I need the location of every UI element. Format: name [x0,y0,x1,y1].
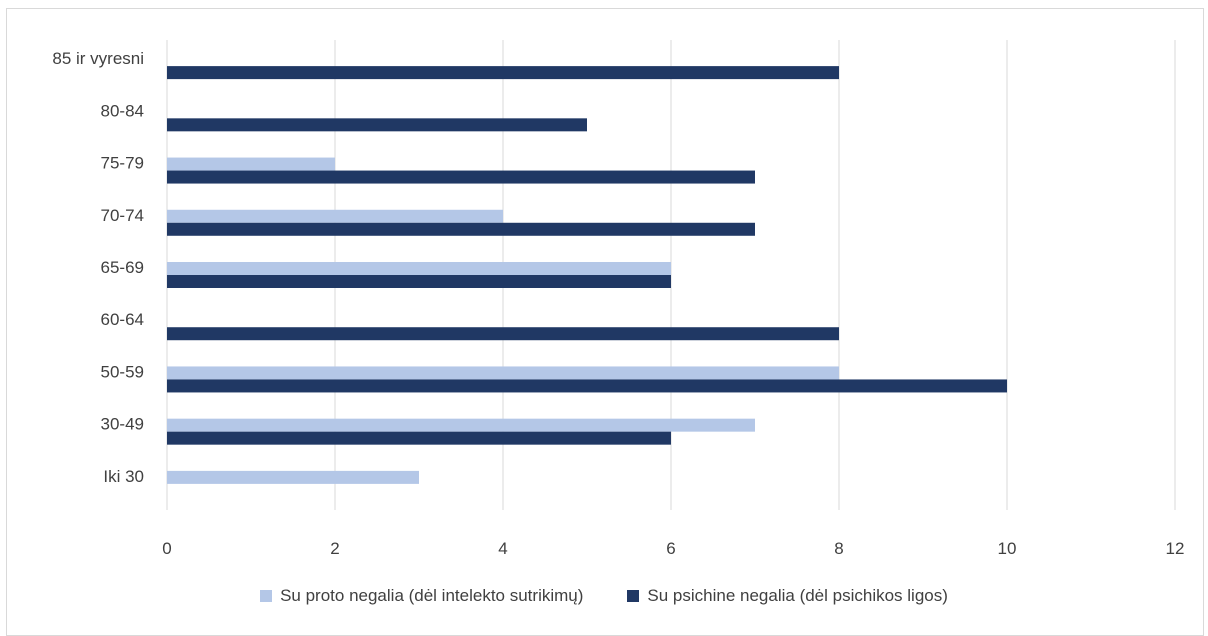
category-label: 70-74 [101,206,144,225]
legend-swatch-series-1 [260,590,273,602]
category-label: 30-49 [101,415,144,434]
legend-swatch-series-2 [627,590,640,602]
bar-series-2-60-64 [167,327,839,341]
bar-series-2-65-69 [167,275,671,288]
bar-series-2-75-79 [167,170,755,184]
bar-series-1-70-74 [167,209,503,223]
bar-series-1-75-79 [167,157,335,171]
x-tick-label: 8 [834,539,843,558]
bar-series-2-85-ir-vyresni [167,66,839,80]
legend-label-series-1: Su proto negalia (dėl intelekto sutrikim… [280,586,584,605]
bar-series-2-50-59 [167,379,1007,393]
category-label: 85 ir vyresni [52,49,144,68]
bar-series-1-30-49 [167,418,755,432]
x-tick-label: 10 [998,539,1017,558]
bar-series-1-50-59 [167,366,839,380]
x-tick-label: 6 [666,539,675,558]
category-label: 60-64 [101,310,144,329]
bars [167,66,1007,484]
category-label: 50-59 [101,362,144,381]
category-label: Iki 30 [103,467,144,486]
legend-item-series-2: Su psichine negalia (dėl psichikos ligos… [627,586,948,606]
bar-series-1-65-69 [167,262,671,275]
x-tick-label: 0 [162,539,171,558]
bar-series-2-80-84 [167,118,587,132]
x-tick-labels: 0 2 4 6 8 10 12 [162,539,1184,558]
x-tick-label: 12 [1166,539,1185,558]
legend: Su proto negalia (dėl intelekto sutrikim… [0,586,1208,606]
legend-label-series-2: Su psichine negalia (dėl psichikos ligos… [647,586,948,605]
category-labels: Iki 30 30-49 50-59 60-64 65-69 70-74 75-79 80-8… [52,49,144,486]
legend-item-series-1: Su proto negalia (dėl intelekto sutrikim… [260,586,583,606]
x-tick-label: 2 [330,539,339,558]
bar-series-1-iki-30 [167,470,419,484]
x-tick-label: 4 [498,539,507,558]
category-label: 65-69 [101,258,144,277]
category-label: 80-84 [101,101,144,120]
bar-series-2-30-49 [167,431,671,445]
category-label: 75-79 [101,154,144,173]
bar-series-2-70-74 [167,222,755,236]
